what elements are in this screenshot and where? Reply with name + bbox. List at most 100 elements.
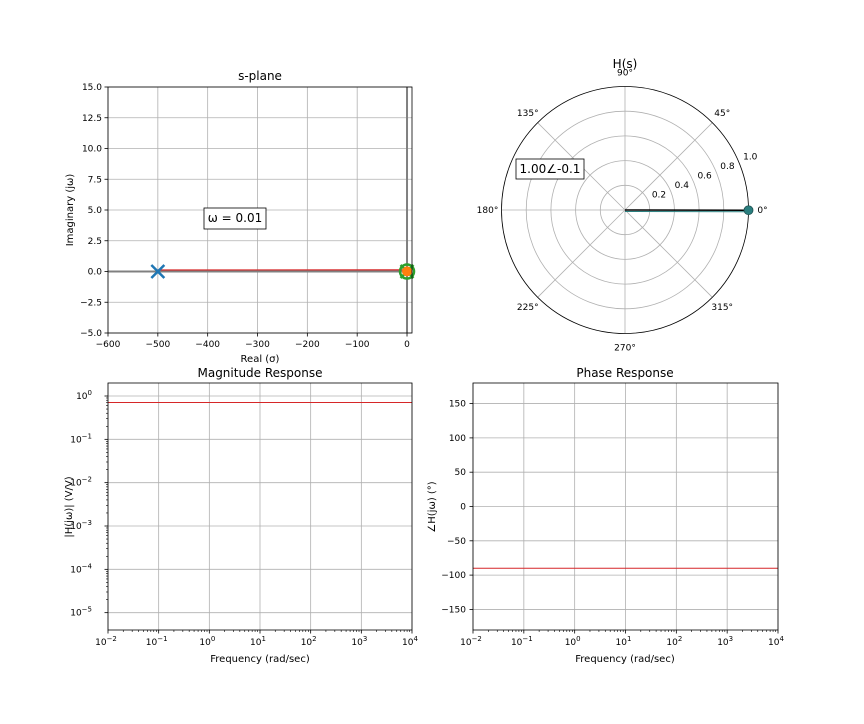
ytick-exponent: −5: [82, 606, 92, 614]
s-plane-ylabel: Imaginary (jω): [65, 174, 76, 247]
s-plane-ytick-label: 0.0: [88, 268, 103, 278]
ytick-base: 10: [70, 565, 82, 575]
polar-r-label: 0.6: [697, 172, 712, 182]
polar-r-label: 0.2: [652, 191, 666, 201]
xtick-exponent: −1: [157, 635, 167, 643]
polar-angle-label: 45°: [714, 109, 730, 119]
xtick-exponent: 2: [312, 635, 316, 643]
xtick-label: 10−1: [146, 635, 168, 648]
ytick-base: 10: [70, 609, 82, 619]
phase-xlabel: Frequency (rad/sec): [575, 654, 675, 665]
xtick-base: 10: [351, 638, 363, 648]
xtick-exponent: 0: [211, 635, 215, 643]
xtick-exponent: 1: [627, 635, 631, 643]
xtick-base: 10: [460, 638, 472, 648]
s-plane-ytick-label: 10.0: [82, 145, 102, 155]
xtick-label: 102: [666, 635, 682, 648]
xtick-base: 10: [250, 638, 262, 648]
ytick-label: 10−5: [70, 606, 92, 619]
s-plane-ytick-label: 7.5: [88, 175, 102, 185]
polar-angle-label: 90°: [617, 69, 633, 79]
xtick-label: 10−2: [95, 635, 117, 648]
xtick-label: 103: [351, 635, 367, 648]
ytick-base: 10: [70, 479, 82, 489]
xtick-label: 104: [402, 635, 418, 648]
ytick-label: −100: [441, 571, 466, 581]
xtick-base: 10: [95, 638, 107, 648]
xtick-base: 10: [616, 638, 628, 648]
polar-r-label: 0.8: [720, 162, 735, 172]
xtick-label: 100: [199, 635, 215, 648]
xtick-base: 10: [402, 638, 414, 648]
xtick-base: 10: [666, 638, 678, 648]
ytick-label: 10−1: [70, 432, 92, 445]
polar-value-annotation: 1.00∠-0.1: [520, 162, 581, 176]
ytick-label: −50: [447, 537, 466, 547]
ytick-label: −150: [441, 605, 466, 615]
polar-angle-label: 180°: [477, 206, 499, 216]
xtick-label: 102: [301, 635, 317, 648]
ytick-label: 50: [455, 468, 467, 478]
s-plane-ytick-label: −2.5: [80, 298, 102, 308]
polar-angle-label: 135°: [517, 109, 539, 119]
phase-axes: Phase Response Frequency (rad/sec) ∠H(jω…: [427, 366, 784, 665]
xtick-exponent: 1: [261, 635, 265, 643]
xtick-exponent: −1: [522, 635, 532, 643]
magnitude-axes: Magnitude Response Frequency (rad/sec) |…: [64, 366, 418, 665]
xtick-label: 10−2: [460, 635, 482, 648]
polar-spoke: [625, 123, 712, 210]
xtick-exponent: 3: [363, 635, 367, 643]
polar-value-marker: [744, 206, 753, 215]
xtick-exponent: 2: [678, 635, 682, 643]
xtick-exponent: −2: [107, 635, 117, 643]
ytick-label: 100: [449, 434, 466, 444]
s-plane-xtick-label: −500: [145, 340, 170, 350]
xtick-base: 10: [768, 638, 780, 648]
omega-annotation: ω = 0.01: [208, 211, 262, 225]
polar-angle-label: 225°: [517, 303, 539, 313]
xtick-base: 10: [565, 638, 577, 648]
s-plane-title: s-plane: [238, 69, 282, 83]
s-plane-ytick-label: 12.5: [82, 114, 102, 124]
ytick-label: 100: [76, 389, 92, 402]
ytick-base: 10: [76, 392, 88, 402]
s-plane-xlabel: Real (σ): [241, 354, 280, 365]
polar-annotation: 1.00∠-0.1: [516, 159, 584, 179]
s-plane-annotation: ω = 0.01: [204, 208, 266, 229]
ytick-label: 0: [460, 503, 466, 513]
s-plane-xtick-label: 0: [404, 340, 410, 350]
s-plane-ytick-label: 15.0: [82, 83, 102, 93]
s-plane-xtick-label: −600: [96, 340, 121, 350]
polar-r-label: 0.4: [675, 181, 690, 191]
xtick-exponent: −2: [472, 635, 482, 643]
polar-r-label: 1.0: [743, 153, 758, 163]
phase-title: Phase Response: [576, 366, 673, 380]
ytick-label: 10−4: [70, 562, 92, 575]
s-plane-ytick-label: −5.0: [80, 329, 102, 339]
xtick-label: 10−1: [511, 635, 533, 648]
polar-angle-label: 315°: [711, 303, 733, 313]
xtick-base: 10: [146, 638, 158, 648]
xtick-label: 100: [565, 635, 581, 648]
polar-angle-label: 270°: [614, 344, 636, 354]
xtick-exponent: 3: [729, 635, 733, 643]
s-plane-xtick-label: −300: [245, 340, 270, 350]
xtick-label: 101: [250, 635, 266, 648]
xtick-exponent: 4: [413, 635, 418, 643]
polar-spoke: [538, 210, 625, 297]
s-plane-xtick-label: −100: [345, 340, 370, 350]
polar-spoke: [625, 210, 712, 297]
xtick-base: 10: [717, 638, 729, 648]
xtick-label: 103: [717, 635, 733, 648]
ytick-exponent: −1: [82, 432, 92, 440]
ytick-base: 10: [70, 435, 82, 445]
polar-angle-label: 0°: [757, 206, 767, 216]
polar-axes: H(s) 0°45°90°135°180°225°270°315°0.20.40…: [477, 57, 768, 354]
s-plane-xtick-label: −400: [195, 340, 220, 350]
magnitude-title: Magnitude Response: [197, 366, 322, 380]
xtick-exponent: 4: [779, 635, 784, 643]
magnitude-xlabel: Frequency (rad/sec): [210, 654, 310, 665]
s-plane-axes: s-plane Real (σ) Imaginary (jω) −600 −500…: [65, 69, 414, 365]
s-plane-ytick-label: 2.5: [88, 237, 102, 247]
